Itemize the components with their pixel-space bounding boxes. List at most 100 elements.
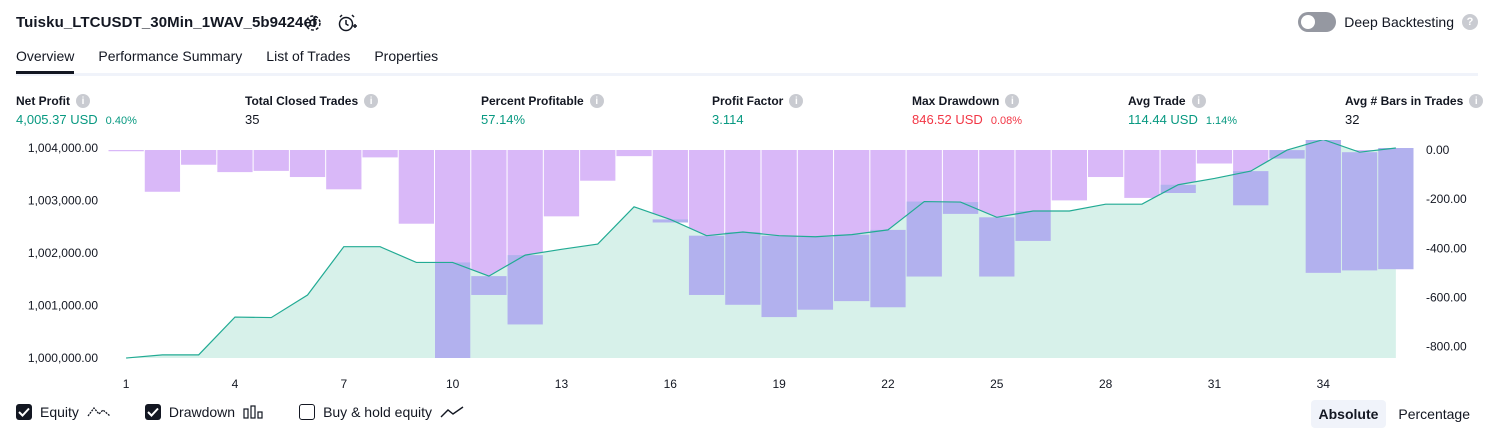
right-axis-tick-label: -400.00 xyxy=(1426,241,1467,255)
stat-avg-bars-in-trades: Avg # Bars in Trades i 32 xyxy=(1345,94,1484,127)
tab-properties[interactable]: Properties xyxy=(374,48,439,64)
drawdown-bar xyxy=(543,150,580,217)
legend-equity[interactable]: Equity xyxy=(16,404,111,420)
right-axis-tick-label: -200.00 xyxy=(1426,192,1467,206)
equity-line-icon xyxy=(87,406,111,417)
stat-percent: 1.14% xyxy=(1205,115,1238,127)
x-axis-tick-label: 10 xyxy=(446,377,460,390)
drawdown-bar xyxy=(289,150,326,178)
overlap-bar xyxy=(1160,184,1196,193)
drawdown-bar xyxy=(253,150,289,171)
left-axis-labels: 1,000,000.00 1,001,000.00 1,002,000.00 1,00… xyxy=(28,141,98,365)
tab-overview[interactable]: Overview xyxy=(16,48,75,74)
equity-checkbox[interactable] xyxy=(16,404,32,420)
x-axis-tick-label: 7 xyxy=(340,377,347,390)
drawdown-bar xyxy=(144,150,181,192)
stat-label: Profit Factor xyxy=(712,94,784,108)
deep-backtesting-label: Deep Backtesting xyxy=(1344,14,1454,30)
strategy-title: Tuisku_LTCUSDT_30Min_1WAV_5b9424ef xyxy=(16,14,317,31)
x-axis-tick-label: 19 xyxy=(772,377,786,390)
x-axis-tick-label: 1 xyxy=(123,377,130,390)
equity-line-path xyxy=(126,140,1396,359)
left-axis-tick-label: 1,000,000.00 xyxy=(28,351,98,365)
stat-value: 57.14% xyxy=(481,112,526,127)
stat-avg-trade: Avg Trade i 114.44 USD 1.14% xyxy=(1128,94,1237,127)
info-icon[interactable]: i xyxy=(1191,94,1206,108)
drawdown-bar xyxy=(217,150,253,173)
left-axis-tick-label: 1,003,000.00 xyxy=(28,194,98,208)
buy-hold-line-icon xyxy=(440,406,464,418)
stat-value: 4,005.37 USD xyxy=(16,112,98,127)
overlap-bar xyxy=(942,202,979,214)
overlap-bar xyxy=(725,232,761,305)
stat-percent: 0.40% xyxy=(105,115,137,127)
drawdown-bar xyxy=(1051,150,1087,201)
stat-percent-profitable: Percent Profitable i 57.14% xyxy=(481,94,604,127)
stat-label: Net Profit xyxy=(16,94,70,108)
toggle-knob xyxy=(1301,15,1316,29)
deep-backtesting-toggle[interactable] xyxy=(1298,12,1337,32)
percentage-button[interactable]: Percentage xyxy=(1398,406,1470,422)
right-axis-tick-label: 0.00 xyxy=(1426,143,1450,157)
x-axis-tick-label: 4 xyxy=(232,377,239,390)
left-axis-tick-label: 1,001,000.00 xyxy=(28,299,98,313)
drawdown-bar xyxy=(398,150,434,224)
drawdown-bar xyxy=(108,150,144,152)
stat-max-drawdown: Max Drawdown i 846.52 USD 0.08% xyxy=(912,94,1022,127)
settings-gear-icon[interactable] xyxy=(302,12,324,34)
overlap-bar xyxy=(1378,148,1414,270)
chart-legend: Equity Drawdown Buy & hold equity xyxy=(16,404,464,420)
absolute-button[interactable]: Absolute xyxy=(1310,400,1387,428)
drawdown-bar xyxy=(616,150,652,157)
help-icon[interactable]: ? xyxy=(1462,14,1478,30)
left-axis-tick-label: 1,004,000.00 xyxy=(28,141,98,155)
scale-mode-switch: Absolute Percentage xyxy=(1310,400,1479,428)
info-icon[interactable]: i xyxy=(1469,94,1484,108)
legend-drawdown[interactable]: Drawdown xyxy=(144,404,265,420)
legend-buy-hold[interactable]: Buy & hold equity xyxy=(299,404,464,420)
stat-net-profit: Net Profit i 4,005.37 USD 0.40% xyxy=(16,94,137,127)
stat-label: Max Drawdown xyxy=(912,94,1000,108)
equity-line xyxy=(126,140,1396,359)
drawdown-bar xyxy=(326,150,362,190)
right-axis-tick-label: -800.00 xyxy=(1426,340,1467,354)
overlap-bar xyxy=(906,201,942,277)
tab-performance-summary[interactable]: Performance Summary xyxy=(98,48,243,64)
info-icon[interactable]: i xyxy=(1005,94,1020,108)
drawdown-bar xyxy=(1196,150,1233,164)
stat-value: 114.44 USD xyxy=(1128,112,1198,127)
x-axis-tick-label: 34 xyxy=(1317,377,1331,390)
info-icon[interactable]: i xyxy=(589,94,604,108)
stat-value: 35 xyxy=(245,112,260,127)
drawdown-checkbox[interactable] xyxy=(144,404,161,420)
stat-total-closed-trades: Total Closed Trades i 35 xyxy=(245,94,379,127)
stat-label: Avg Trade xyxy=(1128,94,1186,108)
deep-backtesting-control: Deep Backtesting ? xyxy=(1298,12,1478,32)
legend-buy-hold-label: Buy & hold equity xyxy=(323,404,433,420)
add-alert-icon[interactable] xyxy=(336,12,358,34)
overlap-bar xyxy=(1233,171,1269,206)
stat-value: 3.114 xyxy=(712,112,744,127)
info-icon[interactable]: i xyxy=(789,94,804,108)
buy-hold-checkbox[interactable] xyxy=(299,404,316,420)
drawdown-bar xyxy=(1088,150,1124,178)
overlap-bar xyxy=(1305,140,1341,273)
overlap-bar xyxy=(797,236,834,310)
overlap-bar xyxy=(435,262,471,358)
x-axis-tick-label: 16 xyxy=(664,377,678,390)
info-icon[interactable]: i xyxy=(364,94,379,108)
x-axis-tick-label: 22 xyxy=(881,377,895,390)
stat-value: 32 xyxy=(1345,112,1360,127)
tab-list-of-trades[interactable]: List of Trades xyxy=(266,48,351,64)
equity-drawdown-chart[interactable]: 1,000,000.00 1,001,000.00 1,002,000.00 1,00… xyxy=(0,140,1494,390)
right-axis-tick-label: -600.00 xyxy=(1426,290,1467,304)
stat-label: Avg # Bars in Trades xyxy=(1345,94,1464,108)
overlap-bar xyxy=(652,219,688,223)
overlap-bar xyxy=(507,255,543,325)
info-icon[interactable]: i xyxy=(76,94,90,108)
stat-label: Total Closed Trades xyxy=(245,94,359,108)
x-axis-labels: 1 4 7 10 13 16 19 22 25 28 31 34 xyxy=(123,377,1331,390)
stat-profit-factor: Profit Factor i 3.114 xyxy=(712,94,804,127)
overlap-bar xyxy=(1015,211,1051,241)
overlap-bars xyxy=(435,140,1414,358)
